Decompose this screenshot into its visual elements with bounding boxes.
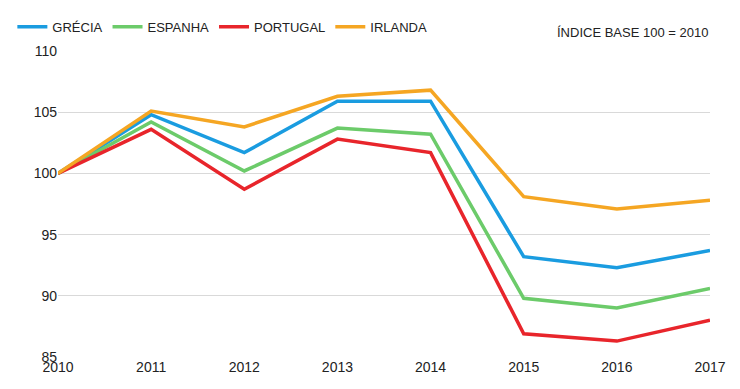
svg-text:90: 90 (41, 288, 57, 304)
svg-text:PORTUGAL: PORTUGAL (254, 20, 325, 35)
svg-text:110: 110 (35, 43, 58, 59)
svg-text:105: 105 (34, 104, 58, 120)
svg-text:85: 85 (41, 349, 57, 365)
svg-text:100: 100 (34, 165, 58, 181)
svg-text:2010: 2010 (42, 359, 73, 375)
svg-text:2014: 2014 (415, 359, 446, 375)
svg-text:2012: 2012 (229, 359, 260, 375)
svg-text:2015: 2015 (508, 359, 539, 375)
svg-text:2011: 2011 (136, 359, 166, 375)
svg-text:2013: 2013 (322, 359, 353, 375)
svg-text:ÍNDICE BASE 100 = 2010: ÍNDICE BASE 100 = 2010 (557, 25, 708, 40)
svg-text:ESPANHA: ESPANHA (148, 20, 209, 35)
svg-text:95: 95 (41, 227, 57, 243)
svg-text:2017: 2017 (694, 359, 725, 375)
svg-text:GRÉCIA: GRÉCIA (52, 20, 102, 35)
svg-text:2016: 2016 (601, 359, 632, 375)
svg-text:IRLANDA: IRLANDA (370, 20, 427, 35)
